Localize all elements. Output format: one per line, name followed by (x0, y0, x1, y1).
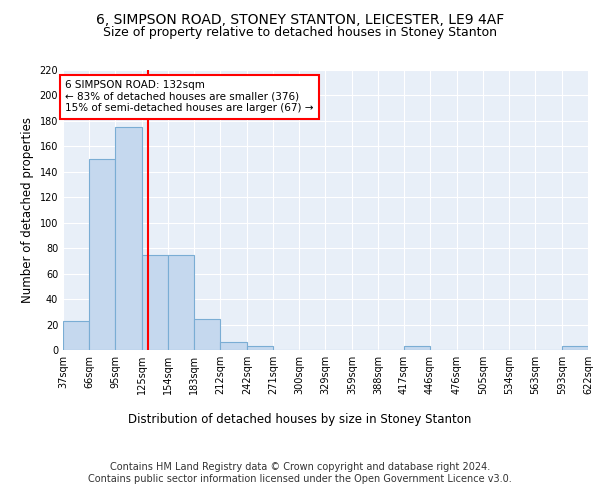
Text: 6 SIMPSON ROAD: 132sqm
← 83% of detached houses are smaller (376)
15% of semi-de: 6 SIMPSON ROAD: 132sqm ← 83% of detached… (65, 80, 313, 114)
Bar (168, 254, 194, 350)
Bar (142, 254, 168, 350)
Text: Contains HM Land Registry data © Crown copyright and database right 2024.
Contai: Contains HM Land Registry data © Crown c… (88, 462, 512, 484)
Bar (562, 346, 588, 350)
Bar (247, 346, 273, 350)
Bar (220, 342, 247, 350)
Y-axis label: Number of detached properties: Number of detached properties (21, 117, 34, 303)
Bar (115, 128, 142, 350)
Bar (89, 159, 115, 350)
Text: Size of property relative to detached houses in Stoney Stanton: Size of property relative to detached ho… (103, 26, 497, 39)
Bar (63, 320, 89, 350)
Text: Distribution of detached houses by size in Stoney Stanton: Distribution of detached houses by size … (128, 412, 472, 426)
Bar (404, 346, 430, 350)
Text: 6, SIMPSON ROAD, STONEY STANTON, LEICESTER, LE9 4AF: 6, SIMPSON ROAD, STONEY STANTON, LEICEST… (96, 12, 504, 26)
Bar (194, 320, 220, 350)
